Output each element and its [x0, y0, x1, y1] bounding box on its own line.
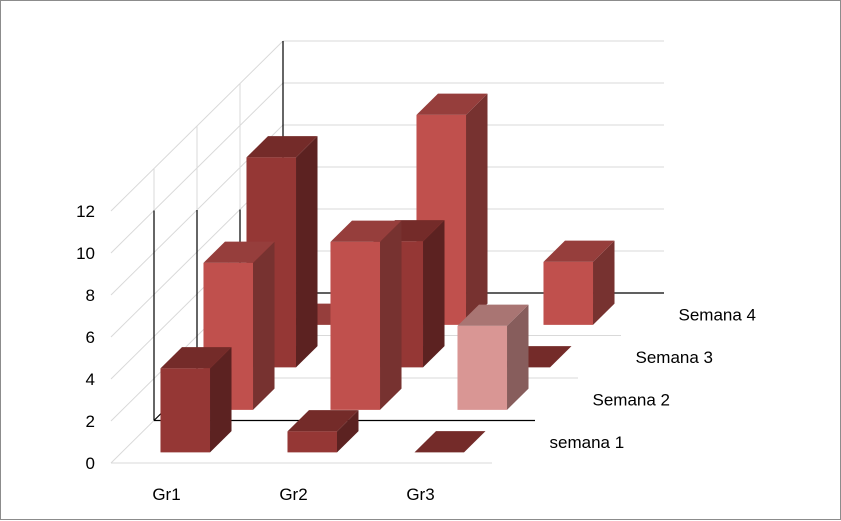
bar-top [203, 241, 275, 263]
series-label: Semana 2 [593, 390, 671, 409]
bar-top [543, 240, 615, 262]
bar-top [287, 410, 359, 432]
bar-side [210, 347, 232, 453]
bar-semana-4-gr3 [543, 240, 615, 325]
bar-top [416, 93, 488, 115]
y-tick-label: 2 [86, 412, 95, 431]
category-label: Gr1 [152, 485, 180, 504]
bar-top [246, 136, 318, 158]
bar-front [543, 261, 594, 325]
bar-side [337, 410, 359, 453]
category-label: Gr2 [279, 485, 307, 504]
bar-top [160, 347, 232, 369]
y-tick-label: 4 [86, 370, 95, 389]
series-label: Semana 3 [636, 348, 714, 367]
y-tick-label: 10 [76, 244, 95, 263]
bar-side [507, 304, 529, 410]
bar-top [414, 431, 486, 453]
bar-semana-1-gr1 [160, 347, 232, 453]
series-label: Semana 4 [679, 305, 757, 324]
bar-front [160, 368, 211, 453]
y-tick-label: 8 [86, 286, 95, 305]
labels: 0 2 4 6 8 10 12 Gr1 Gr2 Gr3 semana 1 Semana 2 Semana… [76, 202, 756, 504]
y-tick-label: 12 [76, 202, 95, 221]
bar-side [380, 220, 402, 410]
bar-front [287, 431, 338, 453]
bar-top [330, 220, 402, 242]
bar-side [253, 241, 275, 410]
bar-side [466, 93, 488, 325]
bar-semana-1-gr2 [287, 410, 359, 453]
y-tick-label: 0 [86, 454, 95, 473]
category-label: Gr3 [406, 485, 434, 504]
series-label: semana 1 [550, 433, 625, 452]
bar-side [423, 220, 445, 368]
bar-side [593, 240, 615, 325]
bar-front [330, 241, 381, 410]
bar-front [457, 325, 508, 410]
bar-semana-1-gr3 [414, 431, 486, 453]
bar-top [457, 304, 529, 326]
bar-side [296, 136, 318, 368]
bar-semana-2-gr2 [330, 220, 402, 410]
bar-semana-2-gr3 [457, 304, 529, 410]
y-tick-label: 6 [86, 328, 95, 347]
bars [160, 93, 615, 453]
